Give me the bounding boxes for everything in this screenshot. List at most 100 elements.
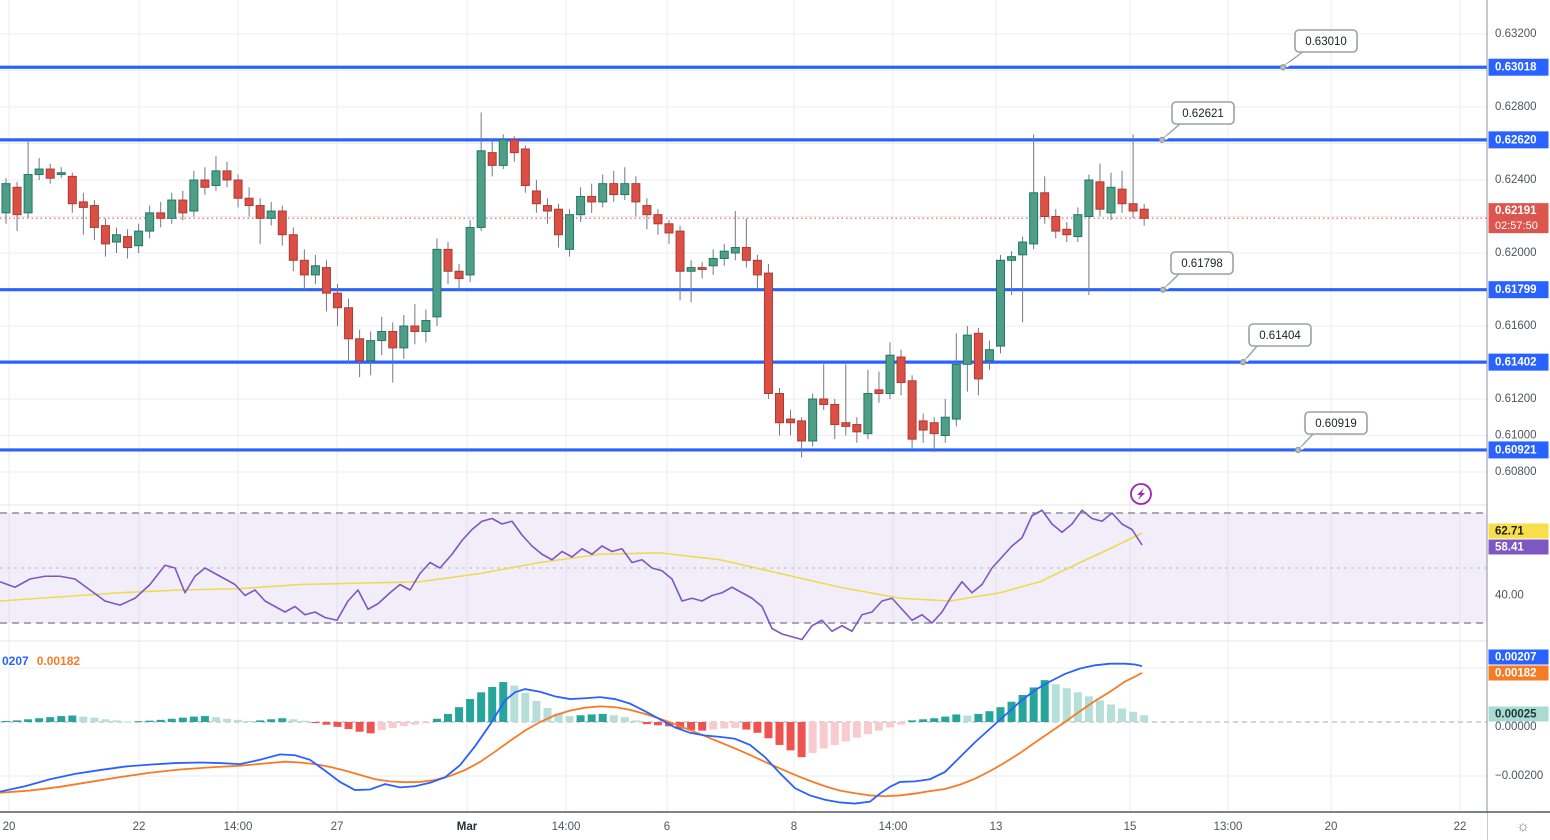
macd-zero-label: 0.00000 xyxy=(1495,721,1537,733)
callout-box[interactable] xyxy=(1170,251,1234,275)
macd-hist-bar xyxy=(886,722,894,728)
candle xyxy=(78,192,88,235)
candle xyxy=(565,209,575,257)
candle-body xyxy=(189,179,199,212)
candle-body xyxy=(244,197,254,207)
candle-body xyxy=(852,424,862,433)
candle-body xyxy=(178,199,188,214)
candle-body xyxy=(377,330,387,342)
candle xyxy=(697,262,707,279)
callout-tail-inner xyxy=(1164,121,1190,141)
macd-hist-bar xyxy=(289,719,298,722)
candle xyxy=(896,349,906,396)
macd-hist-bar xyxy=(709,722,718,730)
level-callout[interactable]: 0.63010 xyxy=(1279,29,1358,71)
callout-text: 0.61404 xyxy=(1259,330,1301,342)
candle xyxy=(399,315,409,359)
time-label: 15 xyxy=(1124,821,1137,833)
macd-hist-bar xyxy=(355,722,364,732)
candle xyxy=(112,227,121,253)
macd-hist-bar xyxy=(996,707,1005,722)
candle xyxy=(1062,221,1072,243)
macd-hist-bar xyxy=(908,720,917,722)
candle-body xyxy=(1,183,11,214)
level-lines xyxy=(0,65,1487,452)
candle-body xyxy=(145,212,155,232)
macd-hist-bar xyxy=(377,722,386,731)
rsi-axis-label: 40.00 xyxy=(1495,590,1524,602)
candle xyxy=(23,139,33,219)
callout-tail-inner xyxy=(1300,431,1323,451)
candle xyxy=(531,180,541,213)
callout-anchor-dot xyxy=(1158,136,1166,143)
vertical-gridlines xyxy=(8,0,1461,812)
macd-hist-bar xyxy=(421,722,430,724)
macd-hist-bar xyxy=(189,716,198,722)
macd-hist-bar xyxy=(455,707,464,722)
candle-body xyxy=(1029,192,1039,245)
lightning-icon[interactable] xyxy=(1130,483,1152,505)
callout-box[interactable] xyxy=(1294,29,1358,53)
candle-body xyxy=(123,236,133,249)
macd-hist-bar xyxy=(178,717,187,722)
macd-hist-bar xyxy=(35,718,44,722)
candle-body xyxy=(918,420,928,431)
macd-hist-bar xyxy=(1018,695,1027,722)
macd-hist-bar xyxy=(543,707,552,722)
level-callout[interactable]: 0.61404 xyxy=(1239,323,1312,366)
candle xyxy=(576,187,586,222)
candle xyxy=(34,158,44,180)
settings-sun-icon[interactable]: ☼ xyxy=(1516,818,1530,835)
candle xyxy=(432,238,442,326)
price-axis-label: 0.61200 xyxy=(1495,393,1537,405)
macd-hist-bar xyxy=(919,719,928,722)
candle-body xyxy=(432,248,442,318)
candle-body xyxy=(642,205,652,216)
candle-body xyxy=(565,214,575,250)
level-callout[interactable]: 0.60919 xyxy=(1294,411,1368,454)
candle-body xyxy=(664,223,674,234)
macd-hist-bar xyxy=(1140,715,1149,722)
candle-body xyxy=(233,179,243,199)
candle xyxy=(1029,134,1039,250)
callout-anchor-dot xyxy=(1294,446,1302,454)
candle xyxy=(344,298,354,363)
callout-box[interactable] xyxy=(1248,323,1312,347)
candle-body xyxy=(907,380,917,440)
candle-body xyxy=(708,257,718,267)
callout-box[interactable] xyxy=(1304,411,1368,435)
macd-hist-bar xyxy=(1051,684,1060,722)
macd-hist-bar xyxy=(223,718,231,722)
macd-hist-bar xyxy=(1107,704,1115,722)
macd-hist-bar xyxy=(941,716,950,722)
time-axis-panel[interactable] xyxy=(0,812,1487,840)
macd-hist-bar xyxy=(410,722,419,725)
candle xyxy=(299,249,309,292)
macd-hist-bar xyxy=(1029,687,1038,722)
macd-hist-bar xyxy=(653,722,662,726)
candle-body xyxy=(288,234,298,261)
candle xyxy=(266,201,276,226)
candle xyxy=(167,192,177,224)
level-callout[interactable]: 0.61798 xyxy=(1159,251,1234,293)
candle xyxy=(973,327,983,396)
candle xyxy=(454,263,464,290)
macd-hist-bar xyxy=(1118,708,1127,722)
macd-hist-bar xyxy=(687,722,696,731)
macd-hist-bar xyxy=(808,722,817,754)
candle-body xyxy=(78,201,88,208)
macd-hist-bar xyxy=(145,720,154,722)
callout-box[interactable] xyxy=(1171,101,1235,125)
candle-body xyxy=(333,292,342,309)
level-callout[interactable]: 0.62621 xyxy=(1158,101,1235,143)
candle-body xyxy=(885,354,895,395)
macd-hist-bar xyxy=(775,722,784,745)
callout-text: 0.60919 xyxy=(1315,418,1357,430)
candle-body xyxy=(587,195,597,203)
macd-hist-bar xyxy=(598,713,607,722)
macd-hist-bar xyxy=(576,715,585,722)
candle xyxy=(288,227,298,272)
candle xyxy=(1117,170,1127,213)
